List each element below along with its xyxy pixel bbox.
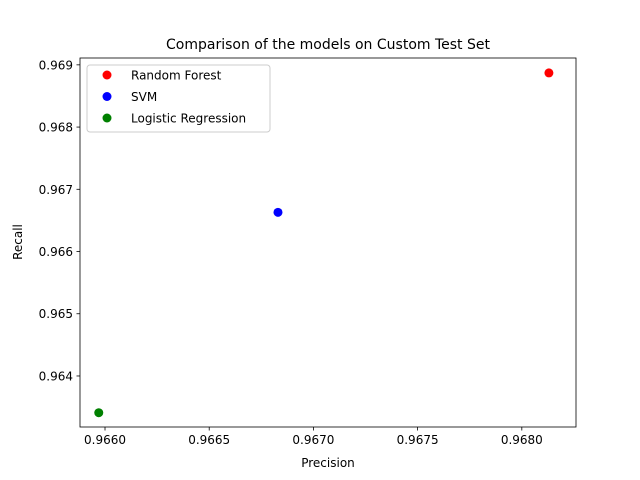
- x-tick-label: 0.9675: [397, 433, 439, 447]
- legend-label: Random Forest: [131, 69, 222, 83]
- data-point-random-forest: [544, 68, 554, 78]
- x-axis: 0.9660 0.9665 0.9670 0.9675 0.9680: [84, 427, 543, 447]
- y-tick-label: 0.966: [39, 245, 73, 259]
- y-tick-label: 0.968: [39, 121, 73, 135]
- legend-marker: [102, 113, 112, 123]
- y-tick-label: 0.965: [39, 307, 73, 321]
- chart-title: Comparison of the models on Custom Test …: [166, 37, 490, 53]
- y-tick-label: 0.967: [39, 183, 73, 197]
- y-tick-label: 0.964: [39, 369, 73, 383]
- data-points: [94, 68, 554, 418]
- y-axis-label: Recall: [11, 224, 25, 260]
- legend-frame: [86, 64, 271, 133]
- x-tick-label: 0.9665: [188, 433, 230, 447]
- x-axis-label: Precision: [301, 456, 355, 470]
- legend-label: Logistic Regression: [131, 112, 246, 126]
- legend-marker: [102, 70, 112, 80]
- data-point-logistic-regression: [94, 408, 104, 418]
- y-axis: 0.964 0.965 0.966 0.967 0.968 0.969: [39, 58, 80, 383]
- legend-marker: [102, 92, 112, 101]
- y-tick-label: 0.969: [39, 58, 73, 72]
- x-tick-label: 0.9670: [292, 433, 334, 447]
- legend-label: SVM: [131, 90, 157, 104]
- x-tick-label: 0.9660: [84, 433, 126, 447]
- legend: Random Forest SVM Logistic Regression: [86, 64, 271, 133]
- x-tick-label: 0.9680: [501, 433, 543, 447]
- data-point-svm: [273, 207, 283, 217]
